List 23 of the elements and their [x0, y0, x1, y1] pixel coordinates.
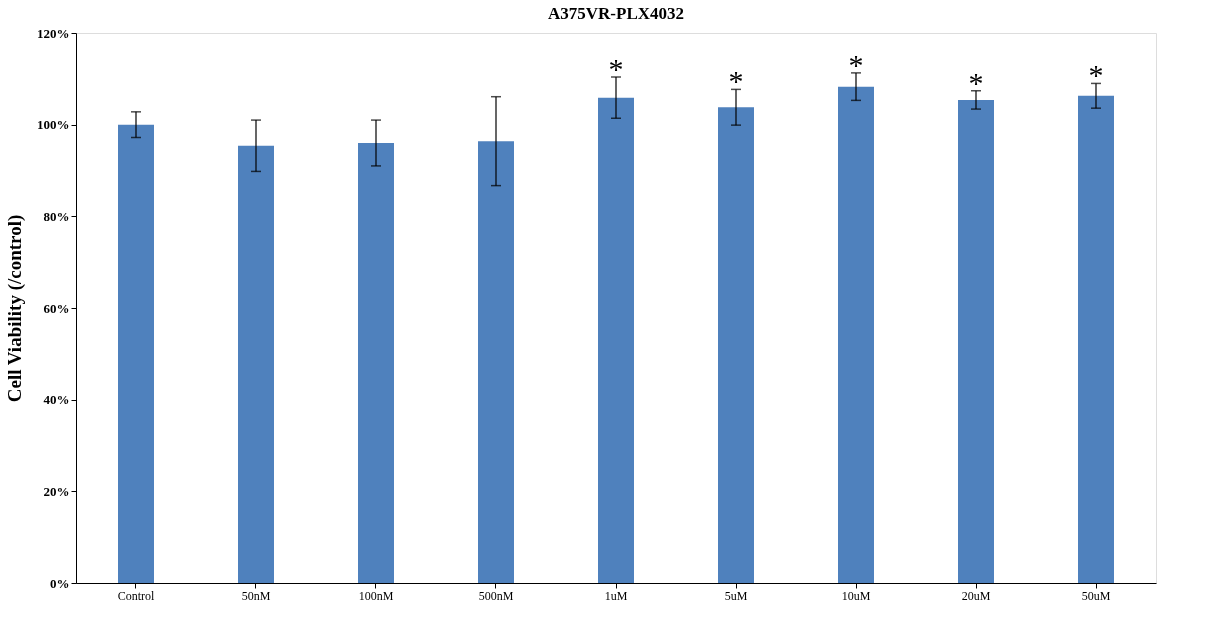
x-tick-label: 20uM: [961, 588, 991, 603]
data-label: *: [1088, 58, 1104, 92]
y-tick-label: 20%: [43, 483, 70, 499]
y-tick-label: 0%: [50, 575, 70, 591]
x-tick-label: 10uM: [841, 588, 871, 603]
data-label: *: [728, 64, 744, 98]
y-tick-label: 60%: [43, 300, 70, 316]
x-tick-label: 100nM: [358, 588, 394, 603]
data-label: *: [608, 52, 624, 85]
x-tick-label: 5uM: [724, 588, 748, 603]
x-tick-label: 500nM: [478, 588, 514, 603]
y-tick-label: 120%: [37, 25, 70, 41]
x-tick-label: 1uM: [604, 588, 628, 603]
x-tick-label: 50nM: [241, 588, 271, 603]
y-axis-title: Cell Viability (/control): [4, 214, 26, 403]
x-tick-label: Control: [117, 588, 155, 603]
chart-title: A375VR-PLX4032: [548, 4, 684, 23]
data-label: *: [848, 47, 864, 81]
y-tick-label: 80%: [43, 208, 70, 224]
data-label: *: [968, 65, 984, 99]
x-tick-label: 50uM: [1081, 588, 1111, 603]
y-tick-label: 100%: [37, 117, 70, 133]
y-tick-label: 40%: [43, 392, 70, 408]
